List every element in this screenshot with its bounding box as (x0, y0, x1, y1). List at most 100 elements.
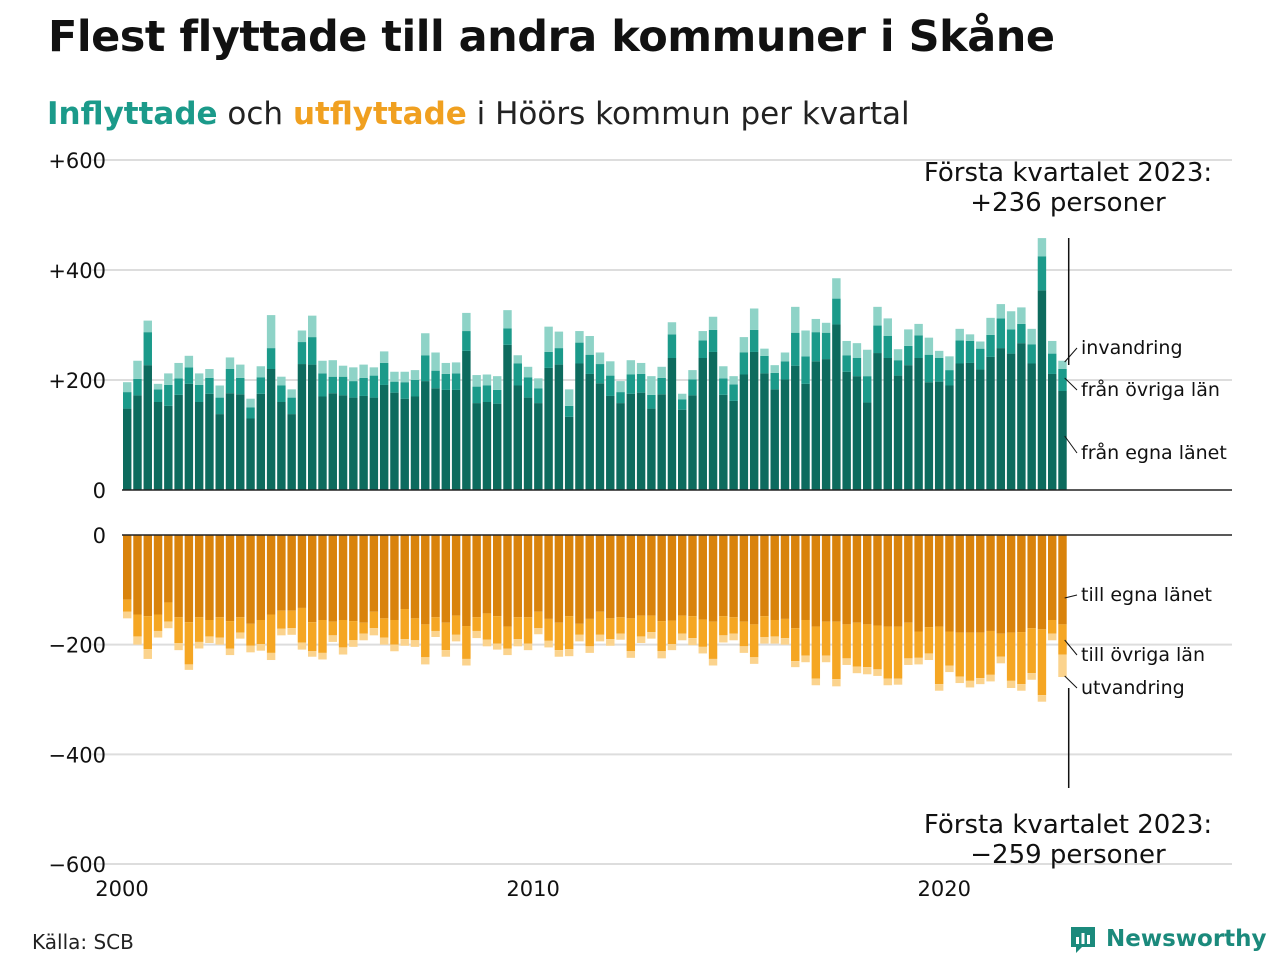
bar-in-0 (1037, 290, 1047, 490)
bar-out-1 (308, 622, 317, 652)
bar-out-2 (246, 645, 255, 653)
bar-out-1 (410, 618, 420, 641)
bar-out-2 (996, 656, 1006, 664)
bar-in-2 (482, 374, 492, 386)
bar-in-0 (626, 393, 636, 490)
bar-out-1 (123, 599, 132, 612)
bar-out-1 (493, 616, 502, 644)
bar-in-2 (801, 330, 810, 357)
bar-in-2 (996, 304, 1006, 319)
bar-in-1 (945, 370, 954, 386)
bar-out-0 (153, 535, 163, 615)
bar-in-1 (1037, 256, 1047, 291)
bar-in-1 (246, 407, 255, 419)
bar-in-1 (595, 364, 605, 384)
annotation-bottom-line1: Första kvartalet 2023: (924, 810, 1212, 840)
bar-out-0 (904, 535, 913, 623)
bar-out-1 (893, 626, 903, 679)
bar-in-2 (780, 352, 790, 362)
bar-out-2 (965, 680, 975, 688)
bar-out-0 (1017, 535, 1026, 633)
bar-in-2 (308, 315, 317, 338)
bar-out-2 (729, 633, 738, 641)
bar-out-0 (523, 535, 533, 618)
bar-out-0 (739, 535, 749, 622)
bar-out-1 (832, 621, 841, 680)
bar-out-1 (513, 617, 522, 640)
bar-in-0 (215, 414, 224, 490)
y-tick-label-top: +400 (48, 259, 106, 283)
bar-out-0 (564, 535, 574, 617)
bar-in-0 (647, 408, 656, 490)
bar-out-0 (678, 535, 687, 616)
bar-in-2 (924, 337, 934, 355)
bar-out-0 (493, 535, 502, 617)
bar-in-2 (215, 385, 224, 398)
bar-out-0 (821, 535, 831, 622)
bar-out-2 (914, 657, 923, 665)
bar-in-2 (667, 322, 677, 335)
bar-out-1 (215, 617, 224, 638)
bar-in-1 (287, 397, 296, 415)
bar-out-1 (873, 625, 882, 670)
bar-in-0 (482, 402, 492, 490)
bar-in-1 (780, 361, 790, 380)
bar-in-1 (636, 373, 646, 393)
bar-out-1 (606, 618, 615, 640)
bar-out-0 (308, 535, 317, 623)
bar-out-1 (626, 618, 636, 652)
bar-in-1 (955, 340, 964, 364)
bar-out-1 (328, 621, 337, 636)
bar-out-2 (636, 636, 646, 644)
bar-in-1 (893, 360, 903, 376)
bar-out-0 (123, 535, 132, 600)
x-tick-label: 2020 (917, 877, 970, 901)
bar-out-1 (400, 609, 409, 640)
bar-out-1 (698, 619, 707, 647)
bar-out-2 (451, 634, 461, 642)
bar-out-2 (678, 633, 687, 641)
bar-in-1 (153, 389, 163, 402)
bar-in-0 (863, 402, 872, 490)
bar-in-2 (719, 366, 728, 379)
bar-in-2 (934, 350, 944, 358)
bar-out-1 (688, 616, 697, 639)
bar-in-1 (544, 351, 553, 368)
bar-out-0 (277, 535, 286, 611)
bar-in-0 (739, 374, 749, 490)
bar-in-2 (863, 349, 872, 377)
bar-out-0 (421, 535, 430, 625)
bar-out-0 (842, 535, 851, 625)
bar-out-1 (575, 623, 584, 635)
bar-in-1 (821, 332, 831, 360)
y-tick-label-top: 0 (93, 479, 106, 503)
bar-out-2 (1006, 680, 1016, 688)
bar-in-0 (246, 418, 255, 490)
bar-in-1 (801, 356, 810, 384)
bar-in-0 (513, 385, 522, 490)
bar-in-2 (554, 331, 564, 349)
bar-in-0 (821, 359, 831, 490)
bar-in-1 (688, 379, 697, 396)
bar-in-0 (225, 393, 235, 490)
bar-in-1 (749, 329, 759, 352)
bar-in-1 (1027, 344, 1036, 364)
bar-out-1 (1027, 628, 1036, 674)
bar-out-2 (698, 646, 707, 654)
bar-out-0 (986, 535, 995, 631)
bar-out-1 (1017, 632, 1026, 685)
bar-in-0 (616, 403, 625, 490)
bar-out-2 (780, 638, 790, 645)
bar-out-1 (976, 632, 985, 679)
bar-in-2 (390, 371, 399, 382)
y-tick-label-bottom: 0 (93, 524, 106, 548)
bar-in-0 (883, 358, 892, 490)
bar-out-1 (462, 626, 471, 659)
y-tick-label-top: +600 (48, 149, 106, 173)
bar-in-0 (636, 392, 646, 490)
bar-out-1 (379, 618, 389, 638)
bar-out-2 (821, 655, 831, 663)
bar-in-1 (996, 318, 1006, 349)
bar-in-0 (811, 361, 821, 490)
bar-in-1 (123, 392, 132, 409)
